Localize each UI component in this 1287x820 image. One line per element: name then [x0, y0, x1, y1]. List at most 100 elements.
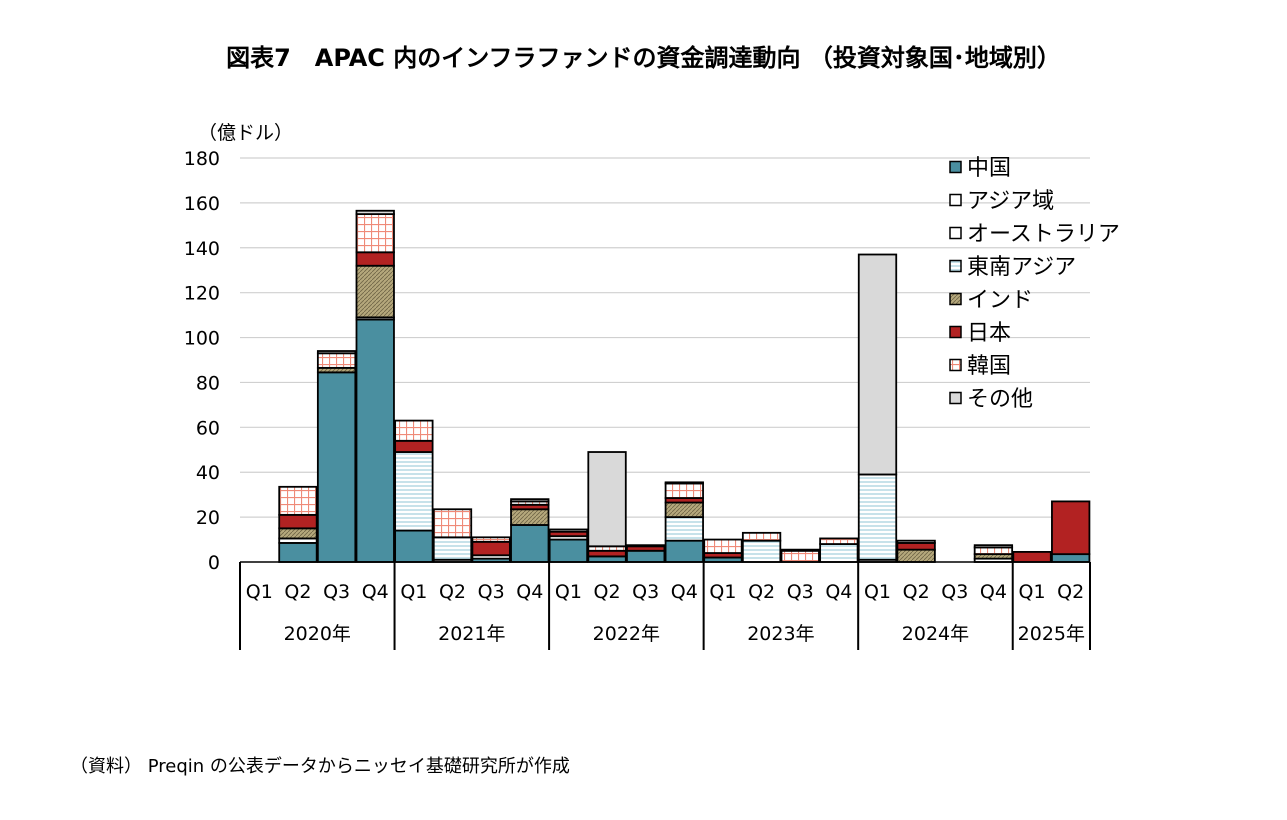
legend-swatch-southeast_asia: [949, 259, 962, 273]
bar-segment-china: [278, 542, 318, 563]
x-tick-label: Q2: [284, 581, 311, 603]
bar-segment-southeast_asia: [394, 451, 434, 532]
bar-segment-southeast_asia: [664, 516, 704, 542]
y-tick-label: 100: [184, 328, 220, 350]
bar-segment-japan: [278, 513, 318, 530]
bar-segment-japan: [1012, 551, 1052, 563]
bar-segment-korea: [819, 537, 859, 545]
bar-segment-india: [896, 548, 936, 563]
bar-segment-china: [626, 549, 666, 563]
x-tick-label: Q1: [709, 581, 736, 603]
bar-segment-other: [896, 539, 936, 544]
bar-segment-southeast_asia: [741, 539, 782, 563]
legend-swatch-india: [949, 292, 962, 306]
bar-segment-india: [355, 264, 395, 319]
source-note: （資料） Preqin の公表データからニッセイ基礎研究所が作成: [70, 756, 570, 777]
legend-swatch-japan: [949, 325, 962, 339]
bar-segment-japan: [394, 439, 434, 453]
bar-segment-china: [548, 538, 589, 563]
x-tick-label: Q4: [825, 581, 852, 603]
year-group-label: 2022年: [593, 623, 660, 645]
bar-segment-china: [316, 371, 357, 563]
bar-segment-korea: [780, 549, 820, 563]
legend-swatch-asia_region: [949, 193, 962, 207]
bar-segment-china: [510, 524, 550, 563]
year-group-label: 2024年: [902, 623, 969, 645]
y-tick-label: 180: [184, 148, 220, 170]
legend-swatch-china: [949, 160, 962, 174]
legend-swatch-korea: [949, 358, 962, 372]
bar-segment-india: [510, 508, 550, 526]
legend-label: インド: [967, 288, 1033, 313]
bar-segment-korea: [664, 482, 704, 499]
year-group-label: 2020年: [284, 623, 351, 645]
x-tick-label: Q2: [594, 581, 621, 603]
x-tick-label: Q1: [246, 581, 273, 603]
bar-segment-japan: [896, 542, 936, 551]
year-group-label: 2025年: [1018, 623, 1085, 645]
bar-segment-india: [664, 501, 704, 519]
x-tick-label: Q1: [555, 581, 582, 603]
x-tick-label: Q1: [864, 581, 891, 603]
bar-segment-korea: [394, 419, 434, 442]
legend-label: 韓国: [967, 354, 1011, 379]
x-tick-label: Q3: [941, 581, 968, 603]
x-tick-label: Q2: [439, 581, 466, 603]
bar-segment-japan: [355, 251, 395, 267]
bar-segment-other: [510, 498, 550, 503]
legend-label: アジア域: [967, 189, 1054, 214]
y-tick-label: 0: [208, 552, 220, 574]
bar-segment-china: [1051, 553, 1091, 563]
legend-label: 中国: [967, 156, 1011, 181]
year-group-label: 2023年: [747, 623, 814, 645]
chart-title: 図表7 APAC 内のインフラファンドの資金調達動向 （投資対象国･地域別）: [226, 44, 1061, 72]
legend-label: オーストラリア: [967, 222, 1120, 247]
year-group-label: 2021年: [438, 623, 505, 645]
bar-segment-china: [394, 529, 434, 563]
bar-segment-korea: [432, 508, 473, 539]
y-tick-label: 160: [184, 193, 220, 215]
bar-segment-other: [664, 481, 704, 485]
bar-segment-southeast_asia: [819, 543, 859, 563]
x-tick-label: Q4: [671, 581, 698, 603]
y-tick-label: 120: [184, 283, 220, 305]
bar-segment-other: [587, 451, 627, 548]
y-tick-label: 40: [196, 462, 220, 484]
x-tick-label: Q4: [980, 581, 1007, 603]
bar-segment-korea: [355, 213, 395, 254]
bar-segment-other: [857, 253, 898, 476]
y-axis-ticks: 0 20 40 60 80 100 120 140 160 180: [184, 148, 220, 574]
y-tick-label: 60: [196, 417, 220, 439]
bar-segment-japan: [1051, 500, 1091, 556]
bar-segment-japan: [471, 540, 511, 557]
bar-segment-korea: [703, 538, 743, 554]
x-tick-label: Q3: [323, 581, 350, 603]
bar-segment-southeast_asia: [857, 473, 898, 561]
x-tick-label: Q1: [400, 581, 427, 603]
bar-segment-china: [355, 318, 395, 563]
x-tick-label: Q2: [1057, 581, 1084, 603]
x-tick-label: Q4: [516, 581, 543, 603]
bar-segment-other: [973, 544, 1014, 549]
bar-segment-other: [355, 209, 395, 216]
bars: [278, 209, 1091, 563]
legend-label: 東南アジア: [967, 255, 1076, 280]
bar-segment-china: [664, 539, 704, 563]
bar-segment-other: [316, 350, 357, 355]
x-tick-label: Q3: [632, 581, 659, 603]
bar-segment-other: [626, 544, 666, 548]
legend-swatch-other: [949, 391, 962, 405]
x-tick-label: Q2: [903, 581, 930, 603]
bar-segment-india: [278, 527, 318, 540]
x-tick-label: Q4: [362, 581, 389, 603]
bar-segment-korea: [316, 352, 357, 369]
legend-label: その他: [967, 387, 1033, 412]
bar-segment-southeast_asia: [432, 536, 473, 561]
bar-segment-other: [548, 528, 589, 533]
legend-label: 日本: [967, 321, 1011, 346]
x-axis: Q1 Q2 Q3 Q4 Q1 Q2 Q3 Q4 Q1 Q2 Q3 Q4 Q1 Q2 Q3 Q4 Q1 Q2 Q3 Q4…: [239, 561, 1091, 650]
y-tick-label: 20: [196, 507, 220, 529]
bar-segment-korea: [973, 546, 1014, 556]
x-tick-label: Q3: [787, 581, 814, 603]
